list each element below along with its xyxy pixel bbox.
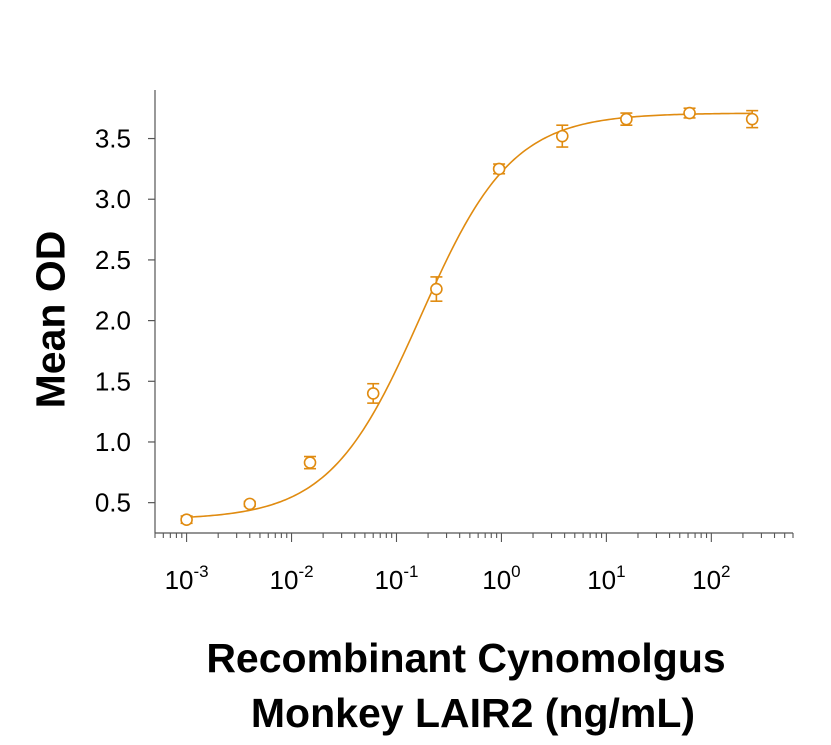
y-tick-label: 1.5: [95, 366, 131, 396]
x-axis-ticks: 10-3 10-2 10-1 100 101 102: [154, 533, 794, 595]
x-tick-label-exponent: -1: [403, 562, 418, 581]
x-tick-label-base: 10: [692, 565, 721, 595]
data-point: [243, 497, 257, 511]
data-marker: [620, 112, 633, 126]
x-tick-label: 10-1: [374, 562, 418, 595]
y-axis-ticks: 0.5 1.0 1.5 2.0 2.5 3.0 3.5: [95, 124, 155, 518]
x-tick-label: 10-2: [270, 562, 314, 595]
data-point: [620, 112, 633, 126]
x-tick-label-base: 10: [165, 565, 194, 595]
y-tick-label: 1.0: [95, 427, 131, 457]
data-point: [430, 276, 443, 302]
data-point: [683, 106, 696, 120]
data-marker: [745, 112, 759, 126]
x-tick-label-exponent: -3: [193, 562, 208, 581]
x-tick-label-exponent: -2: [298, 562, 313, 581]
data-point: [366, 382, 380, 404]
data-marker: [555, 129, 569, 143]
x-tick-label: 10-3: [165, 562, 209, 595]
y-axis-title: Mean OD: [27, 231, 73, 409]
fit-curve: [186, 112, 753, 519]
data-marker: [430, 282, 443, 296]
x-tick-label-base: 10: [587, 565, 616, 595]
data-point: [745, 109, 759, 129]
data-marker: [243, 497, 257, 511]
x-tick-label-exponent: 0: [511, 562, 520, 581]
y-tick-label: 3.5: [95, 124, 131, 154]
data-marker: [366, 387, 380, 400]
data-marker: [492, 162, 506, 176]
data-marker: [303, 456, 317, 469]
x-tick-label-base: 10: [374, 565, 403, 595]
x-tick-label: 101: [587, 562, 625, 595]
data-point: [303, 455, 317, 470]
y-tick-label: 2.5: [95, 245, 131, 275]
x-tick-label: 102: [692, 562, 730, 595]
data-marker: [180, 513, 193, 526]
x-tick-label-base: 10: [270, 565, 299, 595]
series-group: [180, 106, 759, 526]
x-axis-title-line-1: Recombinant Cynomolgus: [206, 635, 725, 681]
x-axis-title-line-2: Monkey LAIR2 (ng/mL): [251, 690, 695, 736]
x-tick-label-exponent: 2: [721, 562, 730, 581]
x-tick-label: 100: [482, 562, 520, 595]
data-point: [555, 124, 569, 148]
data-marker: [683, 106, 696, 120]
x-tick-label-base: 10: [482, 565, 511, 595]
data-point: [492, 162, 506, 176]
y-tick-label: 2.0: [95, 306, 131, 336]
data-point: [180, 513, 193, 526]
y-tick-label: 0.5: [95, 488, 131, 518]
x-tick-label-exponent: 1: [616, 562, 625, 581]
y-tick-label: 3.0: [95, 184, 131, 214]
